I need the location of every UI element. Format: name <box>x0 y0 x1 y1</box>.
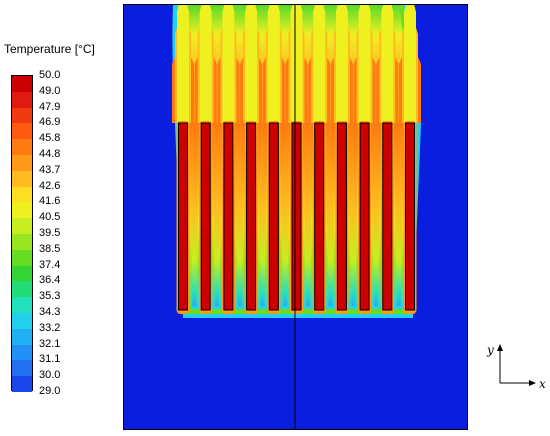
fin <box>359 122 370 311</box>
colorbar-swatch <box>12 91 32 109</box>
colorbar-swatch <box>12 76 32 93</box>
fin-gap <box>189 123 200 306</box>
plume-wave-lime <box>381 4 394 123</box>
colorbar-title: Temperature [°C] <box>4 42 95 56</box>
colorbar-swatch <box>12 234 32 251</box>
colorbar-swatch <box>12 313 32 330</box>
fin-gap <box>347 123 359 306</box>
fin-gap <box>393 123 404 306</box>
plume-waves <box>172 4 421 306</box>
colorbar-tick-label: 49.0 <box>39 84 61 97</box>
colorbar-swatch <box>12 186 32 203</box>
colorbar-tick-label: 36.4 <box>39 274 61 287</box>
colorbar-tick-label: 29.0 <box>39 385 61 397</box>
x-arrow-head <box>529 380 536 386</box>
colorbar-tick-label: 43.7 <box>39 163 61 176</box>
plume-wave-lime <box>290 4 303 123</box>
colorbar-tick-label: 30.0 <box>39 369 61 382</box>
fin-gap <box>325 123 336 306</box>
plume-wave-lime <box>222 4 235 123</box>
temperature-contour-plot <box>123 4 468 430</box>
colorbar-tick-label: 42.6 <box>39 179 61 192</box>
colorbar-tick-label: 50.0 <box>39 69 61 81</box>
colorbar-tick-label: 34.3 <box>39 306 61 318</box>
fin <box>382 122 393 311</box>
colorbar-tick-label: 37.4 <box>39 258 61 271</box>
x-axis-label: x <box>539 377 546 391</box>
colorbar-tick-label: 40.5 <box>39 211 61 224</box>
fin <box>178 122 188 311</box>
colorbar-swatch <box>12 249 32 267</box>
plume-wave-lime <box>335 4 348 123</box>
colorbar-tick-label: 46.9 <box>39 116 61 129</box>
colorbar-swatch <box>12 107 32 124</box>
fin <box>291 122 302 311</box>
fin <box>200 122 211 311</box>
colorbar-swatch <box>12 265 32 282</box>
plume-wave-lime <box>358 4 371 123</box>
fin <box>336 122 347 311</box>
colorbar-tick-label: 44.8 <box>39 148 61 160</box>
colorbar-swatch <box>12 297 32 314</box>
colorbar-tick-label: 33.2 <box>39 321 61 334</box>
colorbar-swatch <box>12 139 32 156</box>
colorbar-tick-label: 45.8 <box>39 132 61 145</box>
y-axis-label: y <box>486 343 494 357</box>
fin <box>314 122 325 311</box>
fin-gap <box>302 123 314 306</box>
fin-gap <box>211 123 223 306</box>
colorbar-swatch <box>12 202 32 219</box>
plume-wave-lime <box>267 4 280 123</box>
colorbar-tick-label: 38.5 <box>39 242 61 255</box>
plume-wave-lime <box>404 4 416 123</box>
colorbar-tick-label: 32.1 <box>39 337 61 350</box>
fins <box>176 121 417 314</box>
colorbar-swatch <box>12 155 32 172</box>
colorbar-swatch <box>12 170 32 188</box>
plume-wave-lime <box>177 4 189 123</box>
fin <box>246 122 257 311</box>
colorbar-swatch <box>12 344 32 361</box>
colorbar-swatch <box>12 328 32 346</box>
colorbar-swatch <box>12 360 32 377</box>
colorbar-tick-label: 41.6 <box>39 195 61 208</box>
plume-wave-lime <box>245 4 258 123</box>
fin <box>268 122 279 311</box>
fin <box>223 122 234 311</box>
colorbar-swatch <box>12 123 32 140</box>
colorbar <box>11 75 33 393</box>
fin <box>405 122 415 311</box>
plume-wave-lime <box>313 4 326 123</box>
colorbar-swatch <box>12 376 32 393</box>
colorbar-tick-label: 35.3 <box>39 290 61 303</box>
axes-indicator: y x <box>486 343 546 391</box>
fin-gap <box>257 123 268 306</box>
y-arrow-head <box>497 344 503 351</box>
colorbar-tick-label: 39.5 <box>39 227 61 239</box>
colorbar-swatch <box>12 281 32 298</box>
colorbar-tick-label: 31.1 <box>39 353 61 366</box>
fin-gap <box>279 123 291 306</box>
plot-border <box>123 4 468 430</box>
fin-gap <box>234 123 246 306</box>
plume-wave-lime <box>199 4 212 123</box>
colorbar-swatch <box>12 218 32 235</box>
fin-gap <box>370 123 382 306</box>
colorbar-tick-label: 47.9 <box>39 100 61 113</box>
